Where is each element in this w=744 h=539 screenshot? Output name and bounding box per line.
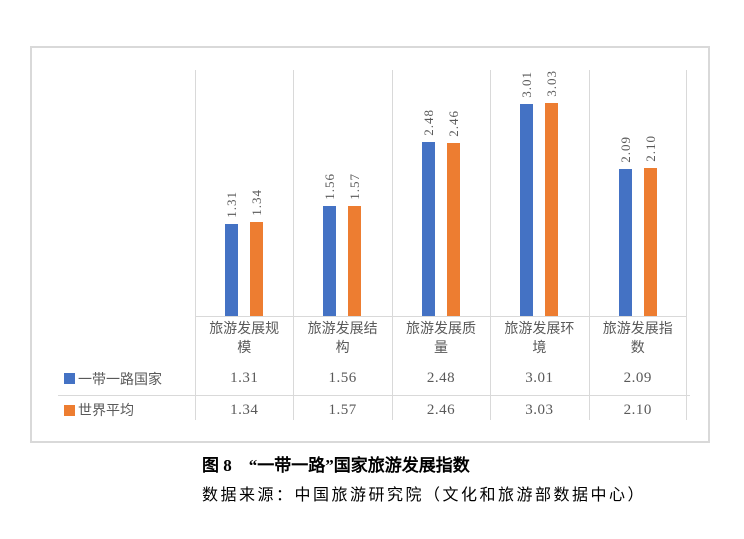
bar-series1-cat1: [225, 224, 238, 316]
bar-series2-cat1: [250, 222, 263, 316]
table-row-separator: [58, 395, 690, 396]
table-column-separator: [686, 316, 687, 420]
table-value-cell: 1.56: [328, 370, 357, 386]
bar-value-label: 1.56: [322, 173, 338, 200]
bar-series1-cat5: [618, 169, 632, 316]
table-column-separator: [589, 316, 590, 420]
legend-label-world-average: 世界平均: [78, 404, 134, 419]
table-value-cell: 3.03: [525, 401, 554, 418]
table-values-row-belt-road: 1.31 1.56 2.48 3.01 2.09: [195, 362, 687, 395]
legend-label-belt-road: 一带一路国家: [78, 372, 162, 388]
bar-value-label: 2.46: [445, 110, 461, 137]
chart-frame: 1.31 1.56 2.48 3.01 2.09 1.34 1.57 2.46 3.03 2.10…: [30, 46, 710, 443]
bar-series2-cat2: [348, 206, 362, 316]
bar-series1-cat3: [421, 142, 435, 316]
bar-value-label: 3.01: [519, 71, 535, 98]
category-label: 旅游发展结构: [307, 322, 378, 356]
bar-value-label: 1.57: [347, 173, 363, 200]
bar-series1-cat2: [323, 206, 337, 316]
category-gridline: [293, 70, 294, 316]
bar-value-label: 1.34: [249, 189, 264, 216]
figure-source: 数据来源：中国旅游研究院（文化和旅游部数据中心）: [202, 487, 647, 504]
table-value-cell: 2.09: [623, 370, 652, 386]
legend-entry-world-average: 世界平均: [64, 396, 194, 424]
plot-area: 1.31 1.56 2.48 3.01 2.09 1.34 1.57 2.46 3.03 2.10: [195, 70, 687, 317]
table-value-cell: 3.01: [525, 370, 554, 386]
table-value-cell: 1.57: [328, 401, 357, 418]
bar-series2-cat3: [446, 143, 460, 316]
category-label: 旅游发展环境: [504, 322, 575, 356]
category-gridline: [195, 70, 196, 316]
category-gridline: [490, 70, 491, 316]
table-column-separator: [195, 316, 196, 420]
bar-value-label: 2.10: [642, 135, 658, 162]
category-label: 旅游发展质量: [405, 322, 476, 356]
category-gridline: [392, 70, 393, 316]
table-value-cell: 1.31: [230, 370, 259, 386]
table-value-cell: 1.34: [230, 401, 259, 418]
table-values-row-world-average: 1.34 1.57 2.46 3.03 2.10: [195, 396, 687, 424]
legend-swatch-world-average: [64, 404, 75, 416]
data-table-grid: [195, 316, 687, 420]
legend-swatch-belt-road: [64, 373, 75, 384]
bar-value-label: 2.48: [420, 109, 436, 136]
table-column-separator: [490, 316, 491, 420]
category-label: 旅游发展指数: [602, 322, 673, 356]
legend-entry-belt-road: 一带一路国家: [64, 362, 194, 395]
bar-value-label: 3.03: [544, 70, 560, 97]
table-column-separator: [392, 316, 393, 420]
category-axis-row: 旅游发展规模 旅游发展结构 旅游发展质量 旅游发展环境 旅游发展指数: [195, 320, 687, 360]
category-gridline: [589, 70, 590, 316]
category-label: 旅游发展规模: [209, 322, 280, 356]
table-value-cell: 2.48: [426, 370, 456, 386]
figure-caption: 图 8 “一带一路”国家旅游发展指数: [202, 456, 470, 475]
table-value-cell: 2.46: [426, 401, 456, 418]
bar-value-label: 1.31: [224, 191, 239, 218]
table-value-cell: 2.10: [623, 401, 652, 418]
bar-series1-cat4: [520, 104, 534, 316]
bar-series2-cat4: [545, 103, 559, 316]
category-gridline: [686, 70, 687, 316]
table-column-separator: [293, 316, 294, 420]
bar-value-label: 2.09: [617, 136, 633, 163]
bar-series2-cat5: [643, 168, 657, 316]
